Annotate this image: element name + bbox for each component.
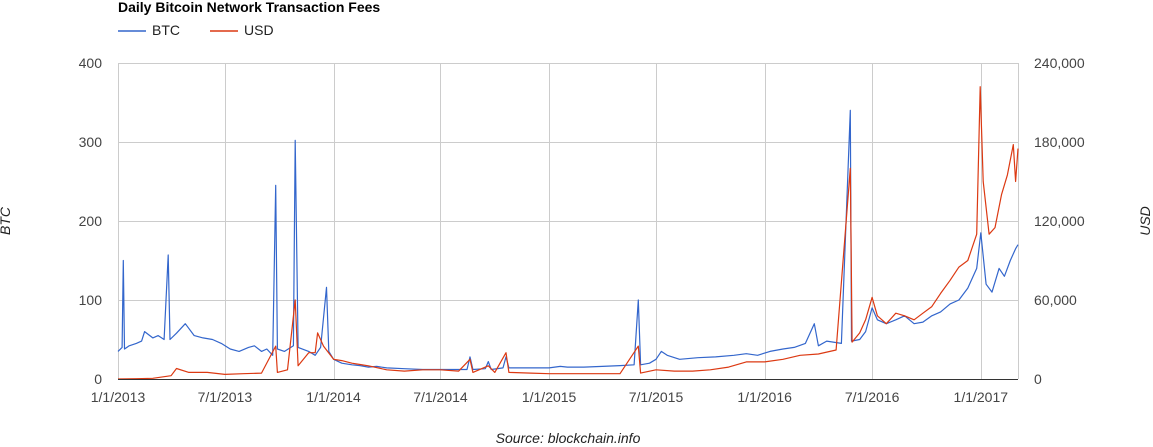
source-note: Source: blockchain.info (496, 430, 641, 446)
x-tick-label: 1/1/2017 (954, 389, 1009, 405)
series-layer (117, 86, 1019, 380)
x-tick-label: 1/1/2013 (91, 389, 146, 405)
x-tick-label: 1/1/2015 (522, 389, 577, 405)
y-right-tick-label: 120,000 (1034, 213, 1085, 229)
y-right-tick-label: 240,000 (1034, 55, 1085, 71)
x-tick-label: 7/1/2014 (413, 389, 468, 405)
x-tick-label: 7/1/2016 (845, 389, 900, 405)
x-tick-label: 7/1/2013 (198, 389, 253, 405)
y-right-tick-label: 60,000 (1034, 292, 1077, 308)
x-tick-label: 1/1/2014 (306, 389, 361, 405)
chart-title: Daily Bitcoin Network Transaction Fees (118, 0, 380, 15)
y-right-tick-labels: 0 60,000 120,000 180,000 240,000 (1034, 55, 1085, 387)
y-left-tick-label: 100 (79, 292, 103, 308)
y-left-tick-labels: 0 100 200 300 400 (79, 55, 103, 387)
legend-label-btc: BTC (152, 22, 180, 38)
legend: BTC USD (118, 22, 274, 38)
gridlines (118, 63, 1019, 379)
series-line-usd (117, 86, 1019, 380)
x-tick-label: 1/1/2016 (737, 389, 792, 405)
y-right-axis-label: USD (1137, 206, 1153, 236)
y-left-tick-label: 200 (79, 213, 103, 229)
y-right-tick-label: 180,000 (1034, 134, 1085, 150)
y-left-tick-label: 400 (79, 55, 103, 71)
y-left-axis-label: BTC (0, 206, 13, 235)
legend-label-usd: USD (244, 22, 274, 38)
y-left-tick-label: 0 (94, 371, 102, 387)
y-left-tick-label: 300 (79, 134, 103, 150)
series-line-btc (117, 109, 1019, 371)
x-tick-labels: 1/1/2013 7/1/2013 1/1/2014 7/1/2014 1/1/2015… (91, 389, 1009, 405)
y-right-tick-label: 0 (1034, 371, 1042, 387)
x-tick-label: 7/1/2015 (629, 389, 684, 405)
